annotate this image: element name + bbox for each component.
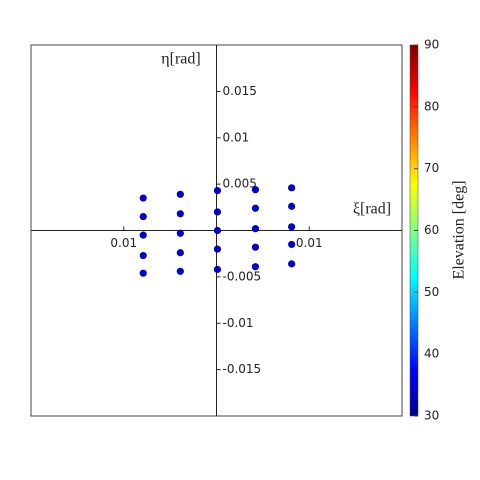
point — [213, 208, 222, 216]
colorbar-tick-label: 30 — [424, 409, 439, 423]
colorbar-tick-label: 40 — [424, 347, 439, 361]
colorbar-tick-label: 90 — [424, 38, 439, 52]
y-tick-label: -0.005 — [223, 269, 262, 283]
point — [251, 263, 260, 271]
point — [176, 249, 184, 257]
x-axis-label: ξ[rad] — [353, 201, 391, 218]
point — [139, 231, 147, 239]
colorbar-tick-label: 70 — [424, 161, 439, 175]
point — [288, 260, 296, 268]
point — [251, 225, 260, 233]
point — [213, 265, 222, 274]
colorbar-tick-label: 60 — [424, 223, 439, 237]
point — [288, 184, 296, 192]
point — [213, 187, 222, 195]
y-axis-label: η[rad] — [161, 51, 200, 68]
point — [176, 210, 184, 218]
point — [251, 204, 260, 212]
colorbar-tick-label: 80 — [424, 99, 439, 113]
point — [176, 229, 184, 237]
point — [251, 243, 260, 251]
colorbar-label: Elevation [deg] — [451, 180, 468, 279]
point — [213, 226, 222, 235]
x-tick-label: 0.01 — [296, 236, 323, 250]
point — [139, 212, 147, 221]
point — [139, 251, 147, 260]
y-tick-label: 0.015 — [223, 84, 257, 98]
point — [139, 269, 147, 277]
point — [176, 267, 184, 275]
y-tick-label: -0.015 — [223, 362, 262, 376]
y-tick-label: 0.005 — [223, 177, 257, 191]
y-tick-label: -0.01 — [223, 316, 254, 330]
point — [288, 202, 296, 210]
point — [251, 186, 260, 194]
point — [139, 194, 147, 202]
point — [176, 190, 184, 198]
x-tick-label: 0.01 — [110, 236, 137, 250]
point — [213, 245, 222, 253]
point — [288, 240, 296, 249]
colorbar-tick-label: 50 — [424, 285, 439, 299]
point — [288, 223, 296, 231]
y-tick-label: 0.01 — [223, 130, 250, 144]
